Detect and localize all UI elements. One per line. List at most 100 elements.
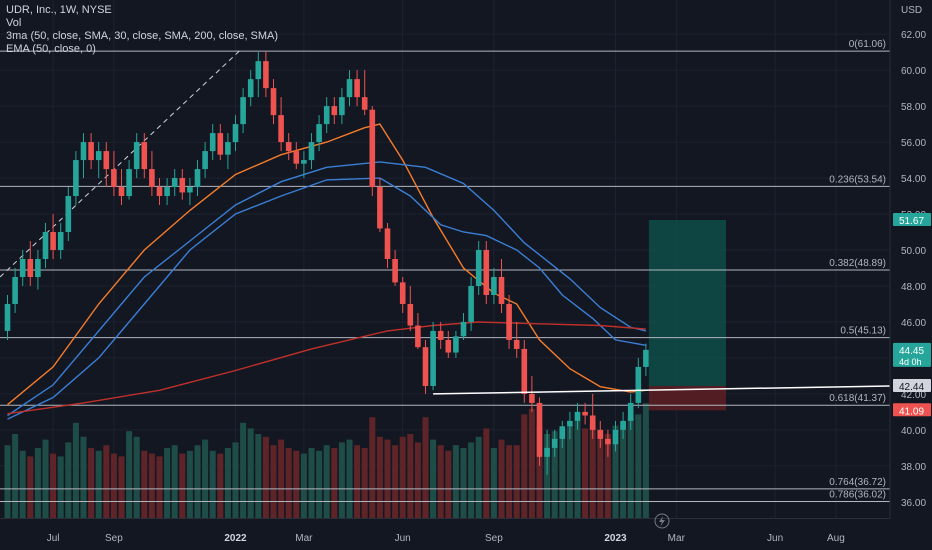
- price-label-countdown: 4d 0h: [899, 357, 922, 367]
- volume-bar: [604, 434, 611, 518]
- volume-bar: [338, 442, 345, 518]
- candle-body: [582, 411, 588, 416]
- volume-bar: [95, 450, 102, 518]
- fib-levels: 0(61.06) 0.236(53.54) 0.382(48.89) 0.5(45.1…: [0, 39, 890, 502]
- candle-body: [141, 142, 148, 170]
- volume-bar: [468, 442, 475, 518]
- time-tick-label: Jun: [395, 533, 411, 544]
- trend-line[interactable]: [0, 50, 240, 278]
- candle-body: [513, 339, 520, 349]
- candle-body: [73, 160, 79, 197]
- candle-body: [354, 79, 360, 98]
- volume-bar: [65, 442, 72, 518]
- volume-bar: [110, 453, 117, 518]
- volume-bar: [513, 445, 520, 518]
- candle-body: [209, 133, 216, 152]
- candle-body: [536, 402, 543, 457]
- price-label-bg: [893, 378, 931, 392]
- candle-body: [19, 259, 26, 277]
- candle-body: [612, 429, 619, 445]
- candle-body: [422, 347, 429, 386]
- candle-body: [589, 415, 596, 430]
- volume-bar: [354, 445, 361, 518]
- candle-body: [544, 447, 550, 457]
- candle-body: [293, 151, 300, 164]
- price-label-tag[interactable]: 51.67: [893, 212, 931, 227]
- candle-body: [240, 97, 246, 125]
- volume-bar: [392, 445, 399, 518]
- volume-bar: [133, 436, 140, 518]
- candle-body: [217, 133, 224, 155]
- candle-body: [369, 109, 376, 188]
- price-tick-label: 48.00: [901, 282, 926, 293]
- lightning-icon-ring[interactable]: [654, 513, 670, 529]
- candle-body: [111, 169, 117, 188]
- candle-body: [377, 187, 383, 229]
- volume-bar: [232, 442, 239, 518]
- ma-line-sma200: [7, 321, 646, 415]
- volume-bar: [544, 434, 551, 518]
- ma-line-sma30: [7, 161, 647, 417]
- candle-body: [331, 106, 338, 116]
- candle-body: [316, 124, 322, 143]
- volume-bar: [551, 431, 558, 518]
- candle-body: [475, 250, 482, 286]
- time-tick-label: Aug: [827, 533, 845, 544]
- volume-bar: [331, 448, 338, 518]
- target-zone[interactable]: [648, 219, 726, 386]
- price-label-tag[interactable]: 41.09: [893, 403, 931, 417]
- price-tick-label: 36.00: [901, 498, 926, 509]
- legend-title: UDR, Inc., 1W, NYSE: [6, 4, 112, 16]
- volume-bar: [19, 450, 26, 518]
- volume-bar: [240, 422, 247, 518]
- volume-bar: [148, 453, 155, 518]
- volume-bar: [34, 448, 41, 518]
- candle-body: [88, 142, 94, 161]
- volume-bar: [399, 436, 406, 518]
- support-line[interactable]: [433, 385, 891, 395]
- volume-bar: [262, 436, 269, 518]
- volume-bar: [369, 417, 376, 518]
- candle-body: [255, 61, 262, 80]
- candle-body: [179, 178, 186, 193]
- candle-body: [187, 187, 193, 193]
- candle-body: [346, 79, 353, 98]
- candle-body: [118, 187, 125, 197]
- candle-body: [529, 393, 535, 403]
- price-tick-label: 46.00: [901, 318, 926, 329]
- volume-bar: [156, 456, 163, 518]
- volume-bar: [50, 453, 57, 518]
- lightning-icon: [659, 516, 665, 527]
- volume-bar: [635, 414, 642, 518]
- ma-line-sma50: [7, 123, 646, 406]
- volume-bar: [103, 445, 110, 518]
- legend-ema: EMA (50, close, 0): [6, 43, 96, 55]
- fib-label: 0(61.06): [849, 39, 886, 50]
- time-tick-label: Sep: [105, 533, 123, 544]
- legend-3ma: 3ma (50, close, SMA, 30, close, SMA, 200…: [6, 30, 279, 42]
- volume-bar: [422, 417, 429, 518]
- candle-body: [194, 169, 201, 188]
- candle-body: [263, 61, 269, 89]
- candle-body: [80, 142, 87, 161]
- volume-bar: [589, 422, 596, 518]
- volume-bar: [361, 448, 368, 518]
- ma-line-sma30b: [7, 177, 647, 420]
- candle-body: [57, 232, 64, 251]
- time-tick-label: Mar: [668, 533, 686, 544]
- price-tick-label: 62.00: [901, 30, 926, 41]
- candle-body: [323, 106, 330, 125]
- volume-bar: [528, 408, 535, 518]
- volume-bar: [171, 445, 178, 518]
- price-label-text: 51.67: [899, 216, 924, 227]
- volume-bar: [430, 439, 437, 518]
- candle-body: [308, 142, 315, 161]
- event-marker[interactable]: [654, 513, 670, 529]
- price-label-tag[interactable]: 42.44: [893, 378, 931, 393]
- volume-bar: [574, 420, 581, 518]
- time-tick-label: 2023: [604, 533, 627, 544]
- candle-body: [460, 321, 467, 337]
